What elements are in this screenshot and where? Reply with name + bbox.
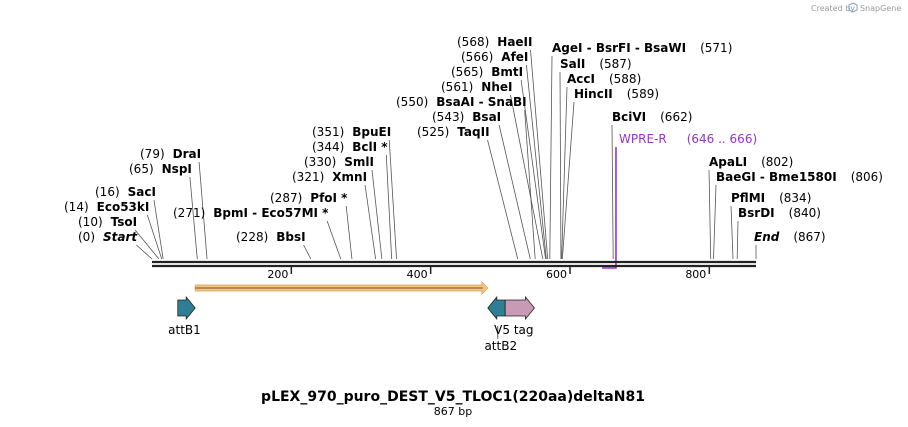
site-label-start: (0) Start xyxy=(78,230,138,244)
site-line-acci xyxy=(561,86,568,260)
site-line-drai xyxy=(198,161,208,260)
site-label-end: End (867) xyxy=(754,230,826,244)
site-label-acci: AccI (588) xyxy=(567,72,641,86)
site-label-bbsi: (228) BbsI xyxy=(236,230,306,244)
site-label-afei: (566) AfeI xyxy=(461,50,528,64)
created-by-text: Created by xyxy=(811,4,855,13)
site-line-bsrdi xyxy=(736,220,739,260)
site-line-bcli xyxy=(385,154,393,260)
site-label-pfoi: (287) PfoI * xyxy=(270,191,348,205)
site-label-bcli: (344) BclI * xyxy=(312,140,388,154)
site-line-pfoi xyxy=(345,205,353,260)
site-label-sali: SalI (587) xyxy=(560,57,632,71)
primer-bind-line xyxy=(602,147,617,269)
construct-title: pLEX_970_puro_DEST_V5_TLOC1(220aa)deltaN… xyxy=(261,389,645,405)
feature-attb1-label: attB1 xyxy=(168,323,201,337)
axis-ticks: 200 400 600 800 xyxy=(267,266,711,281)
site-line-bsai xyxy=(498,124,531,260)
site-label-apali: ApaLI (802) xyxy=(709,155,793,169)
feature-attb2-arrow xyxy=(487,295,506,321)
tick-label-200: 200 xyxy=(267,268,288,281)
construct-length: 867 bp xyxy=(434,405,472,418)
site-label-pflmi: PflMI (834) xyxy=(731,191,811,205)
site-label-taqii: (525) TaqII xyxy=(417,125,490,139)
site-label-haeii: (568) HaeII xyxy=(457,35,533,49)
site-label-bsai: (543) BsaI xyxy=(432,110,501,124)
site-label-agei-bsrfi-bsawi: AgeI - BsrFI - BsaWI (571) xyxy=(552,41,732,55)
site-label-bpmi-eco57mi: (271) BpmI - Eco57MI * xyxy=(173,206,329,220)
feature-v5-tag-arrow xyxy=(504,295,535,321)
site-line-hincii xyxy=(561,101,575,260)
site-label-xmni: (321) XmnI xyxy=(292,170,367,184)
site-line-sali xyxy=(559,71,562,260)
site-line-apali xyxy=(708,169,712,260)
site-line-nhei xyxy=(510,94,544,260)
site-label-hincii: HincII (589) xyxy=(574,87,659,101)
tick-label-800: 800 xyxy=(685,268,706,281)
site-label-baegi-bme1580i: BaeGI - Bme1580I (806) xyxy=(716,170,883,184)
site-label-drai: (79) DraI xyxy=(140,147,201,161)
tick-label-600: 600 xyxy=(546,268,567,281)
site-line-bsaai-snabi xyxy=(524,109,536,260)
site-line-afei xyxy=(526,64,547,260)
site-label-smli: (330) SmlI xyxy=(304,155,374,169)
site-label-tsoi: (10) TsoI xyxy=(78,215,137,229)
features: attB1 attB2 V5 tag xyxy=(168,295,535,353)
site-label-nhei: (561) NheI xyxy=(441,80,512,94)
site-labels: (0) Start(10) TsoI(14) Eco53kI(16) SacI (65) N… xyxy=(64,35,883,244)
site-line-haeii xyxy=(530,49,549,260)
site-line-bmti xyxy=(520,79,547,260)
site-line-pflmi xyxy=(730,205,734,260)
snapgene-brand-text: SnapGene xyxy=(860,4,901,13)
primer-label: WPRE-R (646 .. 666) xyxy=(619,132,757,146)
orf-arrow xyxy=(194,281,489,295)
primer-annotation: WPRE-R (646 .. 666) xyxy=(602,132,757,269)
site-line-baegi-bme1580i xyxy=(713,184,717,260)
site-line-start xyxy=(136,244,153,260)
tick-label-400: 400 xyxy=(407,268,428,281)
site-line-bbsi xyxy=(303,244,312,260)
site-line-bcivi xyxy=(611,124,614,260)
site-line-smli xyxy=(371,169,383,260)
site-label-bmti: (565) BmtI xyxy=(451,65,523,79)
site-line-agei-bsrfi-bsawi xyxy=(549,55,553,260)
site-label-bsrdi: BsrDI (840) xyxy=(738,206,821,220)
site-line-bpuei xyxy=(388,139,397,260)
site-line-tsoi xyxy=(134,229,160,260)
snapgene-logo-icon xyxy=(848,2,858,13)
site-label-bcivi: BciVI (662) xyxy=(612,110,692,124)
site-line-xmni xyxy=(364,184,377,260)
site-line-taqii xyxy=(487,139,519,260)
feature-attb2-label: attB2 xyxy=(484,339,517,353)
feature-attb1-arrow xyxy=(177,295,196,321)
site-label-nspi: (65) NspI xyxy=(129,162,192,176)
site-line-bpmi-eco57mi xyxy=(326,220,342,260)
site-label-bsaai-snabi: (550) BsaAI - SnaBI xyxy=(396,95,527,109)
site-label-eco53ki: (14) Eco53kI xyxy=(64,200,149,214)
site-label-saci: (16) SacI xyxy=(95,185,156,199)
site-line-eco53ki xyxy=(146,214,163,260)
site-label-bpuei: (351) BpuEI xyxy=(312,125,391,139)
site-line-saci xyxy=(153,199,164,260)
site-line-nspi xyxy=(189,176,198,260)
site-lines xyxy=(134,49,757,260)
feature-v5-tag-label: V5 tag xyxy=(494,323,533,337)
